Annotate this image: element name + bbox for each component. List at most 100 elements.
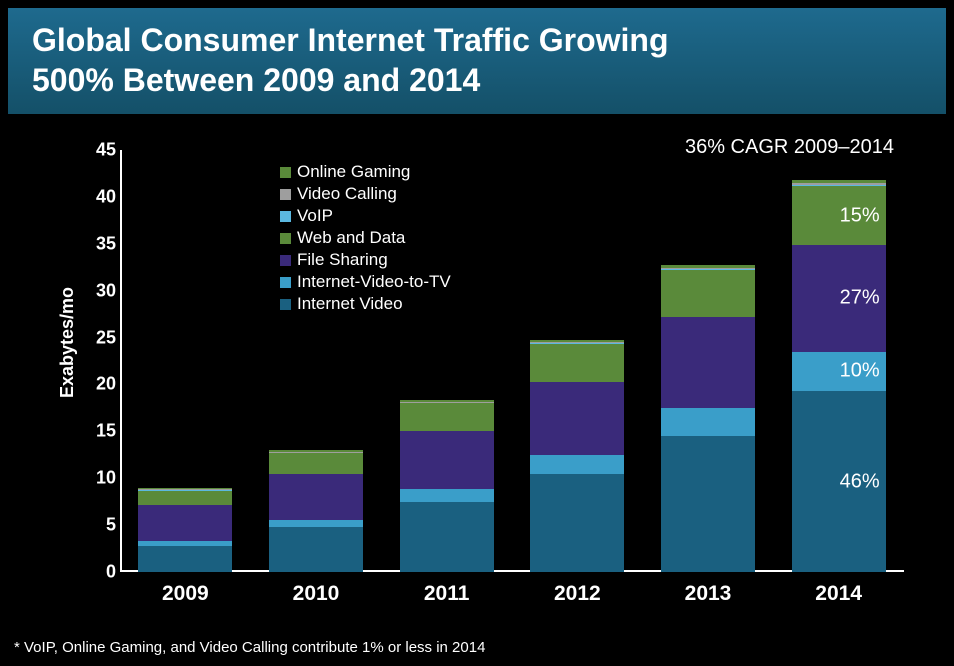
stack xyxy=(530,150,624,572)
y-tick: 5 xyxy=(80,515,116,536)
segment-online_gaming xyxy=(530,340,624,342)
y-tick: 10 xyxy=(80,468,116,489)
legend-label: Web and Data xyxy=(297,228,405,248)
segment-pct-label: 15% xyxy=(840,204,880,227)
segment-internet_video xyxy=(661,436,755,572)
stack xyxy=(138,150,232,572)
y-tick: 40 xyxy=(80,186,116,207)
segment-pct-label: 27% xyxy=(840,287,880,310)
segment-online_gaming xyxy=(269,450,363,452)
legend-item-online_gaming: Online Gaming xyxy=(280,162,451,182)
segment-voip xyxy=(269,452,363,453)
segment-internet_video_tv xyxy=(269,520,363,527)
segment-video_calling xyxy=(400,402,494,403)
legend-swatch xyxy=(280,233,291,244)
footnote: * VoIP, Online Gaming, and Video Calling… xyxy=(14,639,485,656)
x-tick: 2009 xyxy=(162,582,209,606)
segment-online_gaming xyxy=(792,180,886,183)
segment-file_sharing xyxy=(400,431,494,489)
y-axis-label: Exabytes/mo xyxy=(57,287,78,398)
segment-voip xyxy=(400,402,494,403)
bar-2014: 46% 10% 27% 15% xyxy=(792,150,886,572)
segment-web_data xyxy=(400,403,494,431)
title-bar: Global Consumer Internet Traffic Growing… xyxy=(8,8,946,114)
legend-item-internet_video: Internet Video xyxy=(280,294,451,314)
title-line-2: 500% Between 2009 and 2014 xyxy=(32,62,480,98)
segment-internet_video_tv xyxy=(400,489,494,501)
stack xyxy=(661,150,755,572)
segment-internet_video: 46% xyxy=(792,391,886,572)
segment-pct-label: 46% xyxy=(840,470,880,493)
bar-2013 xyxy=(661,150,755,572)
y-tick: 45 xyxy=(80,140,116,161)
segment-internet_video xyxy=(138,546,232,572)
x-axis: 2009 2010 2011 2012 2013 2014 xyxy=(120,582,904,612)
legend-swatch xyxy=(280,299,291,310)
x-tick: 2012 xyxy=(554,582,601,606)
legend-item-video_calling: Video Calling xyxy=(280,184,451,204)
x-tick: 2014 xyxy=(815,582,862,606)
segment-internet_video xyxy=(530,474,624,572)
segment-file_sharing xyxy=(530,382,624,455)
segment-online_gaming xyxy=(400,400,494,402)
segment-web_data xyxy=(661,270,755,317)
segment-internet_video xyxy=(269,527,363,572)
segment-internet_video_tv xyxy=(138,541,232,546)
segment-web_data xyxy=(269,453,363,474)
legend-label: Online Gaming xyxy=(297,162,410,182)
x-tick: 2013 xyxy=(685,582,732,606)
segment-web_data xyxy=(138,490,232,505)
segment-file_sharing xyxy=(661,317,755,408)
legend-label: File Sharing xyxy=(297,250,388,270)
segment-file_sharing: 27% xyxy=(792,245,886,351)
y-tick: 0 xyxy=(80,562,116,583)
x-tick: 2010 xyxy=(293,582,340,606)
segment-video_calling xyxy=(269,452,363,453)
segment-online_gaming xyxy=(138,488,232,489)
legend-label: VoIP xyxy=(297,206,333,226)
segment-internet_video xyxy=(400,502,494,572)
bar-2009 xyxy=(138,150,232,572)
bar-2012 xyxy=(530,150,624,572)
legend-swatch xyxy=(280,167,291,178)
segment-file_sharing xyxy=(269,474,363,521)
segment-web_data: 15% xyxy=(792,186,886,245)
legend-swatch xyxy=(280,211,291,222)
segment-video_calling xyxy=(792,183,886,184)
segment-internet_video_tv xyxy=(661,408,755,436)
y-tick: 30 xyxy=(80,280,116,301)
legend-item-internet_video_tv: Internet-Video-to-TV xyxy=(280,272,451,292)
segment-online_gaming xyxy=(661,265,755,268)
stack: 46% 10% 27% 15% xyxy=(792,150,886,572)
legend-label: Internet-Video-to-TV xyxy=(297,272,451,292)
y-tick: 25 xyxy=(80,327,116,348)
legend-item-file_sharing: File Sharing xyxy=(280,250,451,270)
segment-pct-label: 10% xyxy=(840,360,880,383)
legend-item-voip: VoIP xyxy=(280,206,451,226)
legend-swatch xyxy=(280,277,291,288)
legend-swatch xyxy=(280,255,291,266)
segment-voip xyxy=(661,269,755,270)
chart-area: 36% CAGR 2009–2014 Exabytes/mo 051015202… xyxy=(20,132,934,632)
legend-swatch xyxy=(280,189,291,200)
x-tick: 2011 xyxy=(424,582,470,606)
segment-video_calling xyxy=(530,342,624,343)
y-tick: 20 xyxy=(80,374,116,395)
legend: Online GamingVideo CallingVoIPWeb and Da… xyxy=(280,160,451,316)
y-axis: 051015202530354045 xyxy=(80,150,120,572)
segment-file_sharing xyxy=(138,505,232,541)
segment-voip xyxy=(530,343,624,344)
segment-internet_video_tv: 10% xyxy=(792,352,886,391)
y-tick: 15 xyxy=(80,421,116,442)
segment-internet_video_tv xyxy=(530,455,624,474)
bars-container: 46% 10% 27% 15% xyxy=(120,150,904,572)
y-tick: 35 xyxy=(80,233,116,254)
title-line-1: Global Consumer Internet Traffic Growing xyxy=(32,22,669,58)
segment-video_calling xyxy=(661,268,755,269)
segment-web_data xyxy=(530,344,624,382)
legend-label: Video Calling xyxy=(297,184,397,204)
legend-item-web_data: Web and Data xyxy=(280,228,451,248)
segment-voip xyxy=(792,185,886,186)
legend-label: Internet Video xyxy=(297,294,403,314)
slide-title: Global Consumer Internet Traffic Growing… xyxy=(32,20,922,100)
